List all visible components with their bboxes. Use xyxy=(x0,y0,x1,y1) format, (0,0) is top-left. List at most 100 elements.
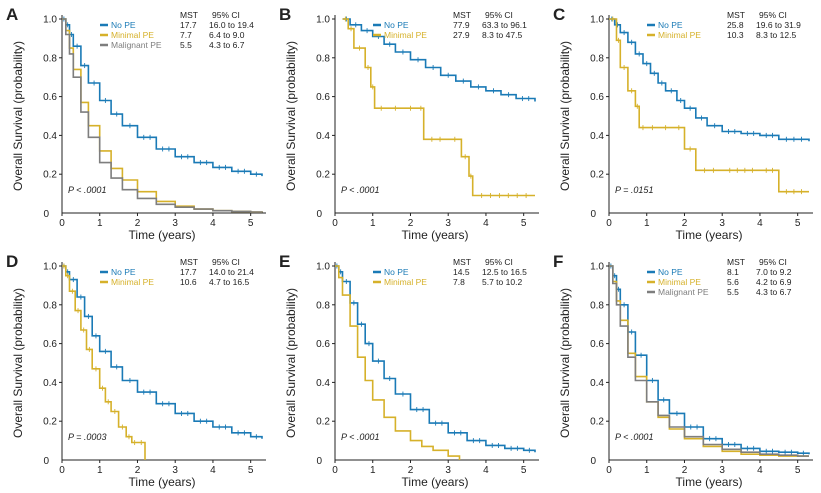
legend-header-ci: 95% CI xyxy=(212,10,240,20)
censor-marks-no-pe xyxy=(63,16,257,177)
y-axis-title: Overall Survival (probability) xyxy=(11,41,25,191)
panel-d: D 0 1 2 3 4 5 0.2 0.4 0.6 0.8 1.0 0 Time (years) Overa… xyxy=(6,252,266,489)
x-tick-label: 3 xyxy=(719,465,725,476)
x-tick-label: 0 xyxy=(606,218,612,229)
x-tick-label: 0 xyxy=(59,465,65,476)
y-axis-title: Overall Survival (probability) xyxy=(284,41,298,191)
legend-ci-value: 4.7 to 16.5 xyxy=(209,277,249,287)
x-tick-label: 2 xyxy=(682,218,688,229)
x-tick-label: 1 xyxy=(644,465,650,476)
x-tick-label: 5 xyxy=(521,465,527,476)
x-tick-label: 2 xyxy=(135,465,141,476)
x-tick-label: 4 xyxy=(210,465,216,476)
y-tick-label: 0.2 xyxy=(43,417,57,428)
censor-marks-no-pe xyxy=(611,16,802,142)
legend-series-name: Minimal PE xyxy=(111,30,154,40)
legend: MST 95% CI No PE 25.8 19.6 to 31.9 Minimal PE… xyxy=(647,10,801,40)
x-tick-label: 1 xyxy=(370,218,376,229)
legend-series-name: No PE xyxy=(111,20,136,30)
legend-ci-value: 12.5 to 16.5 xyxy=(482,267,527,277)
censor-marks-no-pe xyxy=(63,263,257,440)
y-tick-label: 0.2 xyxy=(590,170,604,181)
legend-header-mst: MST xyxy=(727,10,745,20)
legend-ci-value: 5.7 to 10.2 xyxy=(482,277,522,287)
legend-ci-value: 4.3 to 6.7 xyxy=(756,287,792,297)
x-axis-title: Time (years) xyxy=(676,475,743,489)
legend-mst-value: 7.8 xyxy=(453,277,465,287)
p-value-annotation: P < .0001 xyxy=(68,185,106,195)
censor-marks-minimal-pe xyxy=(612,16,802,195)
y-axis-title: Overall Survival (probability) xyxy=(284,288,298,438)
legend-ci-value: 8.3 to 47.5 xyxy=(482,30,522,40)
y-tick-label: 0.2 xyxy=(590,417,604,428)
y-tick-label: 0.6 xyxy=(316,339,330,350)
x-tick-label: 0 xyxy=(332,465,338,476)
legend-ci-value: 6.4 to 9.0 xyxy=(209,30,245,40)
legend-series-name: Minimal PE xyxy=(111,277,154,287)
origin-label: 0 xyxy=(43,456,49,467)
legend-series-name: No PE xyxy=(658,20,683,30)
legend-ci-value: 16.0 to 19.4 xyxy=(209,20,254,30)
y-tick-label: 0.6 xyxy=(590,339,604,350)
censor-marks-no-pe xyxy=(345,16,530,102)
legend-mst-value: 5.6 xyxy=(727,277,739,287)
panel-e: E 0 1 2 3 4 5 0.2 0.4 0.6 0.8 1.0 0 Time (years) Overa… xyxy=(279,252,539,489)
legend-ci-value: 4.2 to 6.9 xyxy=(756,277,792,287)
x-tick-label: 2 xyxy=(408,218,414,229)
y-tick-label: 1.0 xyxy=(43,262,57,273)
legend-header-mst: MST xyxy=(180,257,198,267)
panel-letter: F xyxy=(553,252,563,271)
x-tick-label: 5 xyxy=(248,218,254,229)
x-axis-title: Time (years) xyxy=(129,228,196,242)
legend-ci-value: 8.3 to 12.5 xyxy=(756,30,796,40)
legend-mst-value: 10.3 xyxy=(727,30,744,40)
censor-marks-no-pe xyxy=(336,263,530,453)
censor-marks-no-pe xyxy=(610,263,804,456)
legend: MST 95% CI No PE 17.7 14.0 to 21.4 Minimal PE… xyxy=(100,257,254,287)
legend: MST 95% CI No PE 14.5 12.5 to 16.5 Minimal PE… xyxy=(373,257,527,287)
legend-series-name: Minimal PE xyxy=(384,277,427,287)
y-axis-title: Overall Survival (probability) xyxy=(11,288,25,438)
y-tick-label: 0.2 xyxy=(316,417,330,428)
y-tick-label: 1.0 xyxy=(590,15,604,26)
origin-label: 0 xyxy=(590,209,596,220)
x-tick-label: 0 xyxy=(59,218,65,229)
km-curve-minimal-pe xyxy=(342,18,535,197)
legend-series-name: Malignant PE xyxy=(658,287,709,297)
y-tick-label: 0.8 xyxy=(316,53,330,64)
legend-header-mst: MST xyxy=(180,10,198,20)
y-tick-label: 0.4 xyxy=(43,131,57,142)
y-tick-label: 0.4 xyxy=(590,131,604,142)
x-tick-label: 4 xyxy=(757,218,763,229)
panel-letter: B xyxy=(279,5,291,24)
legend-header-mst: MST xyxy=(727,257,745,267)
y-tick-label: 1.0 xyxy=(43,15,57,26)
legend-header-ci: 95% CI xyxy=(212,257,240,267)
km-curve-minimal-pe xyxy=(62,265,146,460)
legend-mst-value: 7.7 xyxy=(180,30,192,40)
legend-mst-value: 14.5 xyxy=(453,267,470,277)
panel-letter: A xyxy=(6,5,18,24)
y-axis-title: Overall Survival (probability) xyxy=(558,41,572,191)
legend-series-name: No PE xyxy=(658,267,683,277)
y-tick-label: 0.6 xyxy=(43,92,57,103)
y-tick-label: 0.6 xyxy=(590,92,604,103)
x-tick-label: 4 xyxy=(210,218,216,229)
legend-mst-value: 5.5 xyxy=(727,287,739,297)
y-tick-label: 0.8 xyxy=(43,300,57,311)
y-tick-label: 0.8 xyxy=(316,300,330,311)
legend-ci-value: 19.6 to 31.9 xyxy=(756,20,801,30)
panel-letter: D xyxy=(6,252,18,271)
legend-mst-value: 17.7 xyxy=(180,20,197,30)
x-tick-label: 0 xyxy=(606,465,612,476)
y-tick-label: 0.2 xyxy=(316,170,330,181)
origin-label: 0 xyxy=(43,209,49,220)
x-tick-label: 1 xyxy=(97,218,103,229)
legend-header-ci: 95% CI xyxy=(759,257,787,267)
y-tick-label: 0.8 xyxy=(590,300,604,311)
y-tick-label: 0.4 xyxy=(316,378,330,389)
legend-series-name: Minimal PE xyxy=(658,277,701,287)
legend-header-ci: 95% CI xyxy=(759,10,787,20)
panel-a: A 0 1 2 3 4 5 0.2 0.4 0.6 0.8 1.0 0 Time (years) Overa… xyxy=(6,5,266,242)
y-tick-label: 0.6 xyxy=(43,339,57,350)
